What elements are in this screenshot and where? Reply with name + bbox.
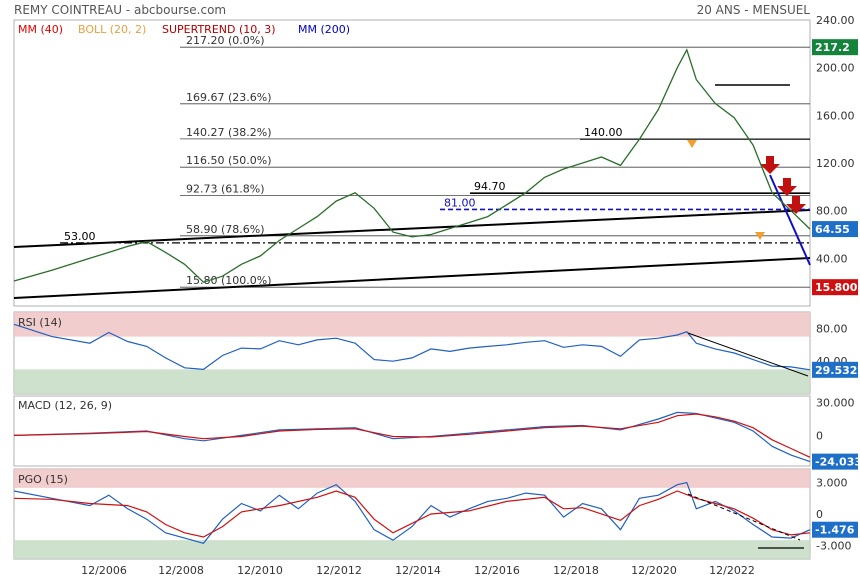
value-tag-text: 29.532: [815, 364, 857, 377]
trend-lines: [13, 84, 811, 299]
macd-panel-frame: [13, 395, 811, 467]
value-tag: -1.476: [812, 521, 858, 538]
y-tick-label: 240.00: [816, 14, 855, 27]
x-tick-label: 12/2020: [631, 564, 677, 577]
x-tick-label: 12/2012: [316, 564, 362, 577]
chart-period: 20 ANS - MENSUEL: [697, 3, 811, 17]
sell-signal-arrows: [687, 140, 806, 240]
downtrend-blue-line: [769, 174, 811, 266]
y-tick-label: 80.00: [816, 205, 848, 218]
value-tag: 64.55: [812, 221, 858, 238]
orange-arrow-icon: [687, 140, 697, 148]
upper-trend-line: [13, 209, 811, 248]
x-tick-label: 12/2010: [237, 564, 283, 577]
rsi-overbought-zone: [14, 312, 810, 337]
value-tag-text: 64.55: [815, 223, 850, 236]
y-tick-label: 80.00: [816, 322, 848, 335]
price-series-line: [13, 48, 811, 283]
y-tick-label: 200.00: [816, 62, 855, 75]
fib-label: 169.67 (23.6%): [186, 91, 272, 104]
lower-trend-line: [13, 257, 811, 299]
value-tag-box: [812, 221, 858, 238]
value-tag-text: 15.800: [815, 281, 858, 294]
y-tick-label: 160.00: [816, 109, 855, 122]
value-tag: -24.033: [812, 453, 860, 470]
sell-arrow-icon: [760, 156, 780, 174]
legend-supertrend: SUPERTREND (10, 3): [162, 23, 276, 36]
price-panel-frame: [13, 19, 811, 307]
value-tag-box: [812, 521, 858, 538]
x-tick-label: 12/2018: [553, 564, 599, 577]
pgo-upper-zone: [14, 469, 810, 488]
value-tags: 217.2 64.55 15.800 29.532 -24.033 -1.476: [812, 39, 860, 538]
fib-label: 15.80 (100.0%): [186, 274, 272, 287]
value-tag: 29.532: [812, 361, 858, 378]
orange-arrow-icon: [755, 232, 765, 240]
value-tag-text: -24.033: [815, 456, 860, 469]
legend-mm40: MM (40): [18, 23, 63, 36]
chart-title: REMY COINTREAU - abcbourse.com: [14, 3, 226, 17]
fibonacci-labels: 217.20 (0.0%) 169.67 (23.6%) 140.27 (38.…: [186, 34, 272, 287]
level-label-94: 94.70: [474, 180, 506, 193]
value-tag-text: -1.476: [815, 524, 855, 537]
y-tick-label: -3.000: [816, 539, 851, 552]
legend: MM (40) BOLL (20, 2) SUPERTREND (10, 3) …: [18, 23, 350, 36]
level-label-81: 81.00: [444, 196, 476, 209]
x-tick-label: 12/2008: [158, 564, 204, 577]
rsi-trend-line: [687, 332, 809, 377]
fib-label: 116.50 (50.0%): [186, 154, 272, 167]
x-tick-label: 12/2006: [81, 564, 127, 577]
fib-label: 140.27 (38.2%): [186, 126, 272, 139]
x-axis-labels: 12/2006 12/2008 12/2010 12/2012 12/2014 …: [81, 564, 755, 577]
fibonacci-lines: [180, 46, 810, 288]
fib-label: 217.20 (0.0%): [186, 34, 265, 47]
x-tick-label: 12/2022: [709, 564, 755, 577]
value-tag-box: [812, 453, 858, 470]
y-tick-label: 30.000: [816, 397, 855, 410]
level-label-53: 53.00: [64, 230, 96, 243]
pgo-signal-line: [13, 490, 811, 538]
pgo-lower-zone: [14, 540, 810, 559]
y-tick-label: 0: [816, 508, 823, 521]
value-tag-box: [812, 361, 858, 378]
legend-boll: BOLL (20, 2): [78, 23, 146, 36]
macd-signal-line: [13, 413, 811, 458]
macd-series-line: [13, 411, 811, 463]
pgo-trend-line: [687, 493, 801, 541]
x-tick-label: 12/2016: [474, 564, 520, 577]
y-tick-label: 40.00: [816, 252, 848, 265]
value-tag-text: 217.2: [815, 41, 850, 54]
rsi-oversold-zone: [14, 369, 810, 394]
legend-mm200: MM (200): [298, 23, 350, 36]
y-tick-label: 0: [816, 429, 823, 442]
value-tag: 217.2: [812, 39, 858, 56]
value-tag-box: [812, 39, 858, 56]
fib-label: 58.90 (78.6%): [186, 223, 265, 236]
rsi-panel-label: RSI (14): [18, 316, 62, 329]
pgo-panel-label: PGO (15): [18, 473, 68, 486]
pgo-series-line: [13, 481, 811, 544]
fib-label: 92.73 (61.8%): [186, 182, 265, 195]
y-tick-label: 3.000: [816, 477, 848, 490]
value-tag: 15.800: [812, 279, 858, 296]
sell-arrow-icon: [786, 196, 806, 214]
value-tag-box: [812, 279, 858, 296]
level-label-140: 140.00: [584, 126, 623, 139]
macd-panel-label: MACD (12, 26, 9): [18, 399, 112, 412]
y-tick-label: 120.00: [816, 157, 855, 170]
x-tick-label: 12/2014: [395, 564, 441, 577]
sell-arrow-icon: [777, 178, 797, 196]
